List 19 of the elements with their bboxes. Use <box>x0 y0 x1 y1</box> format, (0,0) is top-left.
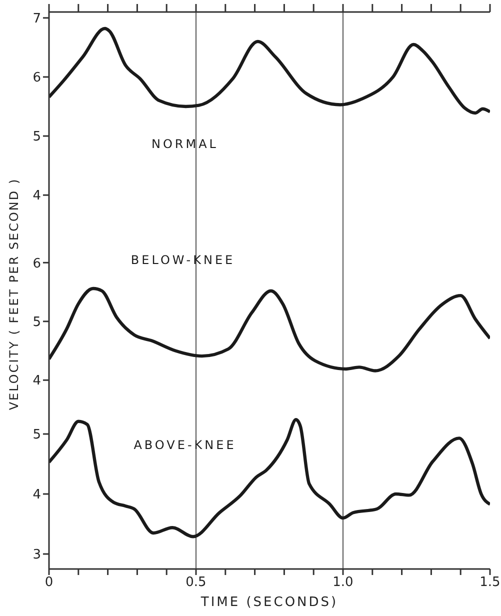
line-series <box>49 418 490 538</box>
y-tick-label: 4 <box>32 188 41 204</box>
y-tick-label: 5 <box>32 315 41 330</box>
y-axis-title: VELOCITY ( FEET PER SECOND ) <box>7 177 21 410</box>
y-tick-label: 5 <box>32 428 41 443</box>
x-tick-label: 0 <box>44 575 54 590</box>
y-tick-label: 7 <box>32 12 41 27</box>
line-series <box>49 26 490 115</box>
x-tick-label: 1.0 <box>332 575 354 590</box>
x-tick-label: 1.5 <box>480 575 500 590</box>
y-tick-label: 4 <box>32 488 41 503</box>
y-tick-label: 6 <box>32 70 41 86</box>
x-axis-title: TIME (SECONDS) <box>200 595 338 610</box>
y-tick-label: 5 <box>32 130 41 145</box>
y-tick-label: 4 <box>32 374 41 389</box>
y-tick-label: 3 <box>32 548 41 563</box>
line-series <box>49 286 490 372</box>
x-tick-label: 0.5 <box>186 575 206 590</box>
y-tick-label: 6 <box>32 256 41 272</box>
